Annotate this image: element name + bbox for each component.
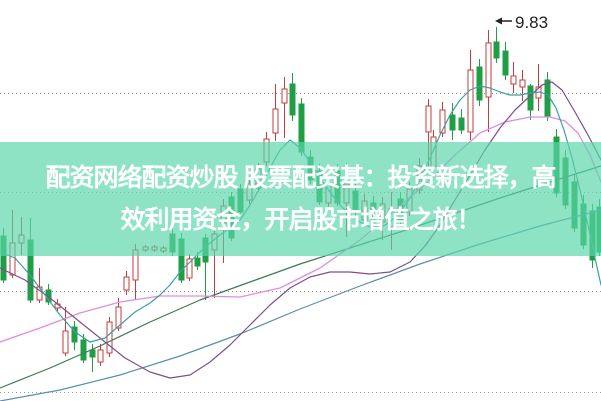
candle-up — [510, 62, 517, 93]
candle-body — [467, 69, 474, 133]
candle-body — [425, 105, 432, 133]
promo-banner: 配资网络配资炒股 股票配资基：投资新选择，高 效利用资金，开启股市增值之旅！ — [0, 142, 601, 256]
candle-body — [194, 257, 201, 267]
candle-body — [502, 50, 509, 76]
ma-purple-mid — [0, 81, 601, 379]
candle-body — [485, 42, 492, 98]
candle-body — [115, 306, 122, 329]
candle-body — [458, 117, 465, 131]
candle-body — [80, 339, 87, 361]
candle-down — [493, 27, 500, 63]
candle-down — [449, 103, 456, 140]
candle-body — [97, 349, 104, 363]
candle-up — [106, 317, 113, 357]
price-high-label: 9.83 — [515, 13, 548, 32]
candle-up — [281, 77, 288, 138]
candle-body — [106, 321, 113, 354]
candle-body — [493, 41, 500, 59]
candle-body — [449, 114, 456, 131]
candle-up — [62, 307, 69, 356]
candle-down — [458, 109, 465, 134]
candle-body — [519, 79, 526, 88]
candle-up — [485, 30, 492, 132]
candle-down — [527, 84, 534, 120]
candle-body — [272, 108, 279, 134]
candle-body — [71, 326, 78, 343]
candle-down — [71, 321, 78, 350]
candle-body — [186, 258, 193, 279]
candle-body — [123, 276, 130, 291]
candle-body — [510, 75, 517, 85]
candle-body — [289, 83, 296, 116]
candle-down — [476, 59, 483, 106]
candle-up — [439, 102, 446, 137]
promo-text-line2: 效利用资金，开启股市增值之旅！ — [120, 206, 481, 234]
candle-up — [186, 254, 193, 281]
candle-down — [80, 334, 87, 363]
candle-up — [272, 84, 279, 141]
candle-up — [97, 344, 104, 366]
promo-text-line1: 配资网络配资炒股 股票配资基：投资新选择，高 — [45, 164, 557, 192]
candle-body — [281, 88, 288, 104]
annotation-arrow-head — [495, 17, 502, 25]
candle-up — [467, 50, 474, 140]
candle-body — [89, 349, 96, 358]
candle-down — [502, 42, 509, 80]
candle-up — [123, 271, 130, 295]
candle-body — [527, 85, 534, 111]
candle-body — [439, 109, 446, 134]
price-high-annotation: 9.83 — [495, 13, 548, 32]
candle-down — [289, 73, 296, 121]
candle-up — [519, 70, 526, 101]
candle-body — [62, 330, 69, 354]
candle-body — [476, 66, 483, 101]
candle-up — [115, 298, 122, 331]
